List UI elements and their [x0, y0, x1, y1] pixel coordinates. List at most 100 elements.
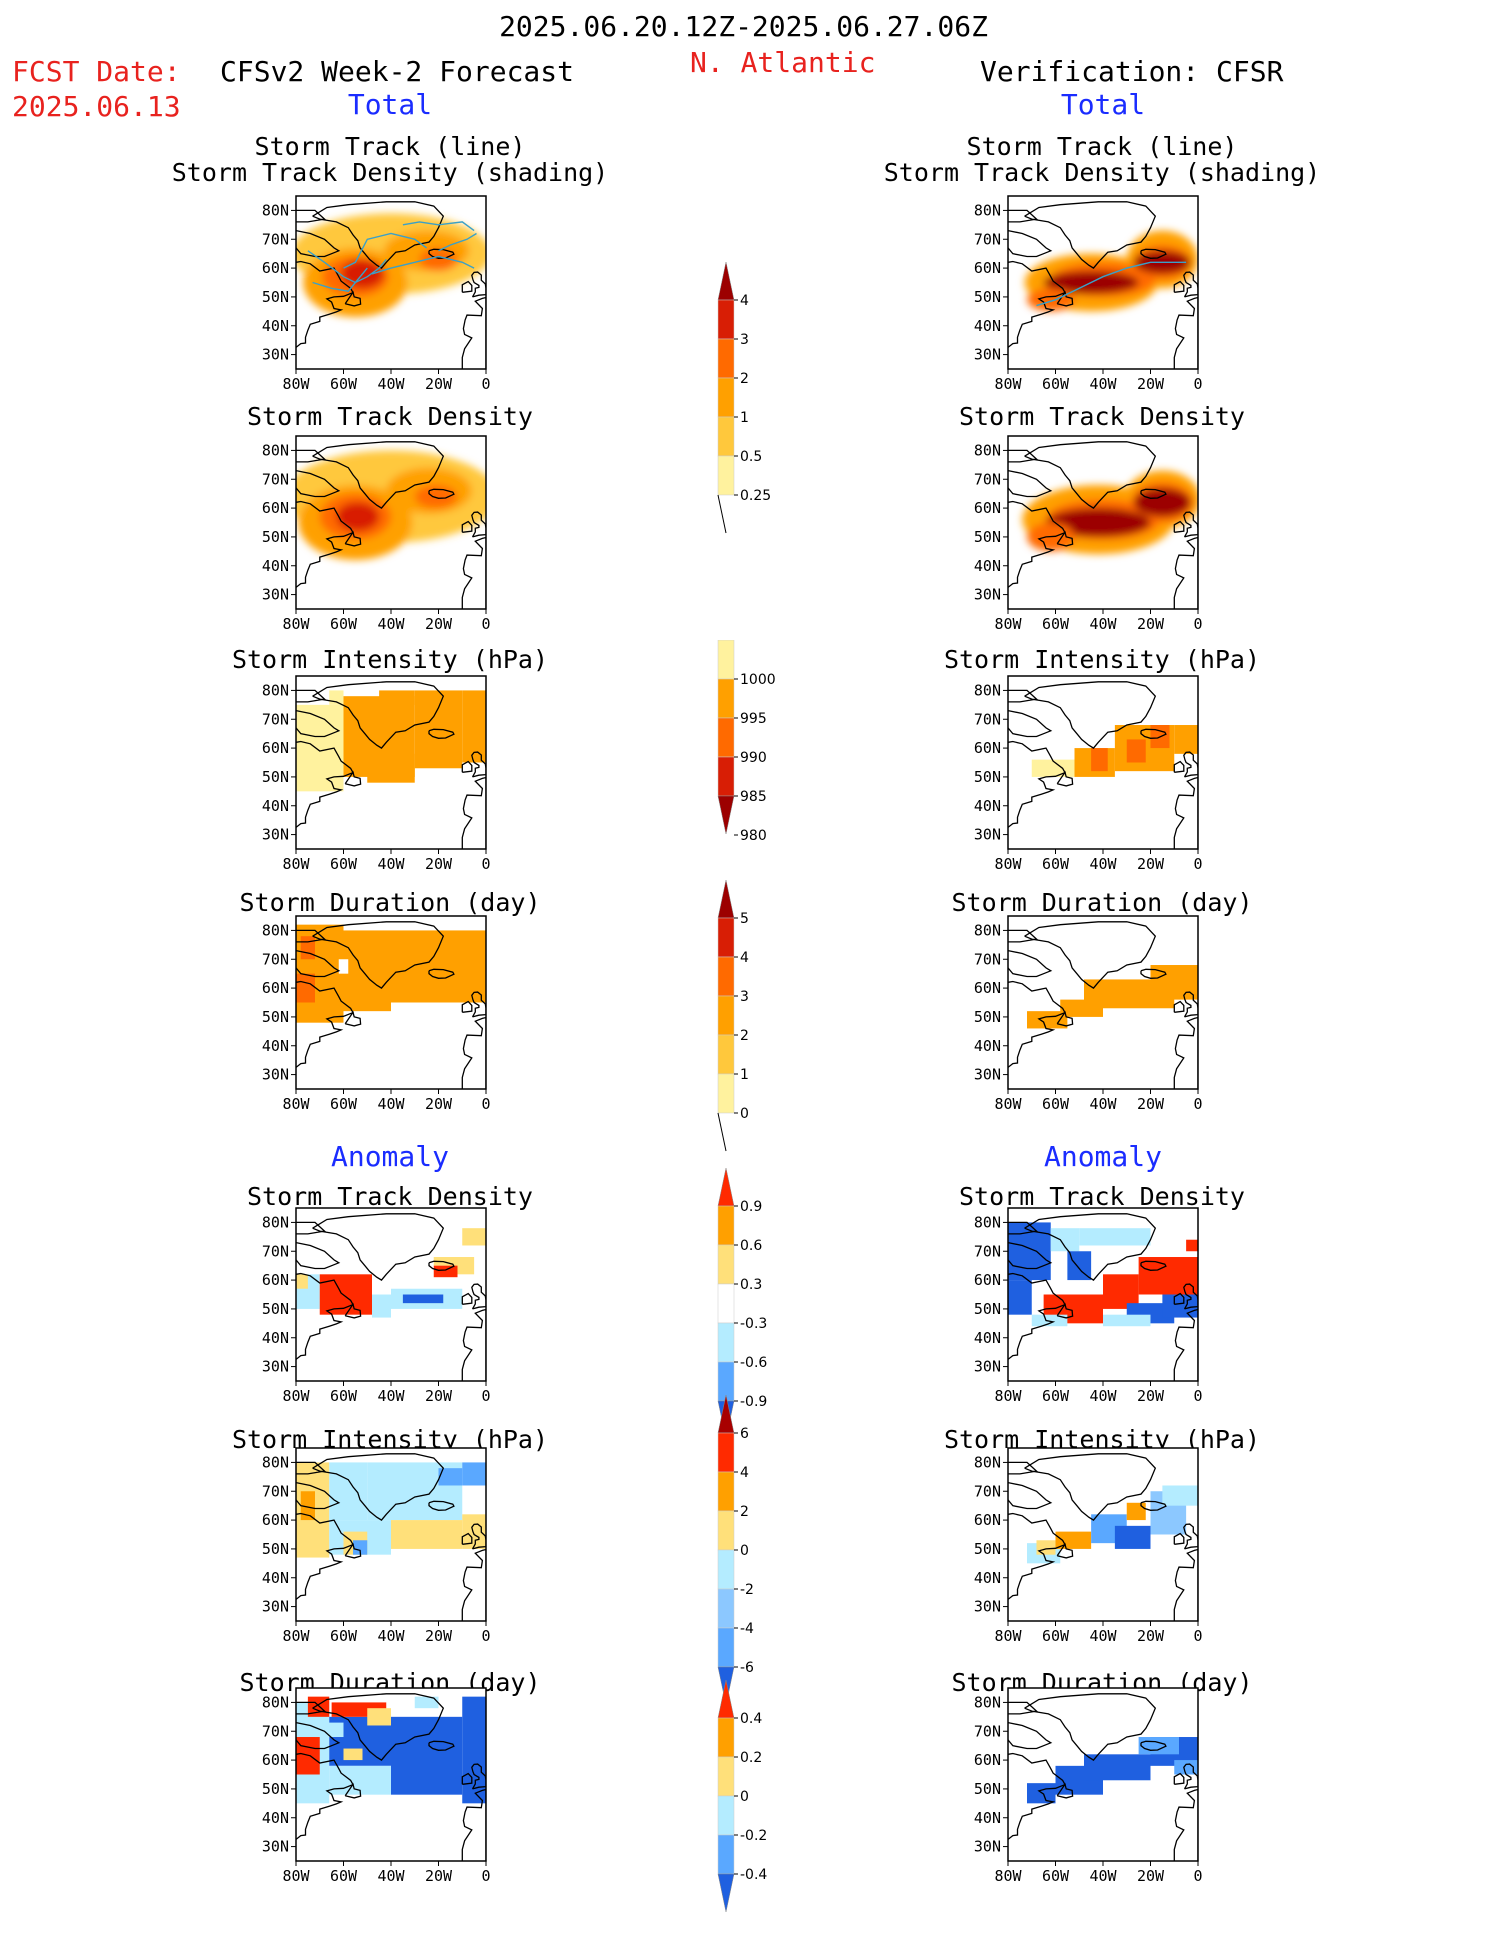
colorbar-label: 4 [740, 950, 749, 966]
lon-tick-label: 20W [425, 375, 453, 393]
left-track-map-svg: 80N 70N 60N 50N 40N 30N 80W 60W 40W 20W 0 [262, 195, 491, 393]
coastline [471, 751, 486, 778]
right-anom-duration-map: 80N 70N 60N 50N 40N 30N 80W 60W 40W 20W 0 [974, 1687, 1203, 1885]
grid-cell [1162, 1485, 1198, 1506]
left-track-density-shading-title: Storm Track Density (shading) [171, 158, 609, 187]
colorbar-segment [717, 1756, 735, 1797]
lat-tick-label: 70N [974, 230, 1001, 248]
grid-cell [343, 1748, 363, 1761]
lon-tick-label: 20W [425, 1387, 453, 1405]
coastline [344, 1542, 362, 1559]
lon-tick-label: 40W [1089, 1095, 1117, 1113]
lon-tick-label: 20W [1137, 1867, 1165, 1885]
coastline [471, 1523, 486, 1550]
grid-cell [1008, 1280, 1032, 1315]
colorbar-segment [717, 995, 735, 1036]
colorbar-segment [717, 756, 735, 797]
lat-tick-label: 60N [974, 1271, 1001, 1289]
lon-tick-label: 0 [481, 1627, 490, 1645]
coastline [461, 1532, 473, 1545]
grid-cell [338, 959, 349, 974]
storm-track-line [371, 255, 475, 275]
coastline [1140, 488, 1167, 499]
lon-tick-label: 60W [1042, 855, 1070, 873]
coastline [1173, 280, 1185, 293]
storm-track-line [312, 267, 368, 292]
lat-tick-label: 70N [262, 470, 289, 488]
right-anom-density-map: 80N 70N 60N 50N 40N 30N 80W 60W 40W 20W 0 [974, 1207, 1203, 1405]
colorbar-label: -0.9 [740, 1394, 767, 1410]
colorbar-label: 995 [740, 711, 767, 727]
lon-tick-label: 0 [1193, 1095, 1202, 1113]
grid-cell [391, 930, 439, 1003]
lon-tick-label: 60W [1042, 1387, 1070, 1405]
colorbar-intensity_anom: 6 4 2 0 -2 -4 -6 [710, 1394, 790, 1749]
lon-tick-label: 40W [1089, 1387, 1117, 1405]
lat-tick-label: 40N [974, 1809, 1001, 1827]
coastline [1008, 1461, 1038, 1475]
colorbar-segment [717, 1588, 735, 1629]
lat-tick-label: 70N [262, 950, 289, 968]
coastline [1183, 1763, 1198, 1790]
lon-tick-label: 40W [1089, 615, 1117, 633]
lon-tick-label: 0 [481, 855, 490, 873]
lat-tick-label: 70N [974, 1242, 1001, 1260]
lat-tick-label: 50N [974, 1540, 1001, 1558]
lon-tick-label: 40W [377, 1627, 405, 1645]
lon-tick-label: 20W [425, 1627, 453, 1645]
lon-tick-label: 20W [425, 1867, 453, 1885]
grid-cell [300, 1491, 315, 1521]
grid-cell [1031, 759, 1075, 777]
coastline [1140, 1260, 1167, 1271]
coastline [471, 991, 486, 1018]
colorbar-segment [717, 377, 735, 418]
coastline [1183, 991, 1198, 1018]
coastline [461, 1548, 486, 1621]
left-intensity-title: Storm Intensity (hPa) [231, 645, 549, 674]
lat-tick-label: 40N [974, 1329, 1001, 1347]
lon-tick-label: 20W [1137, 1095, 1165, 1113]
colorbar-segment [717, 1167, 735, 1207]
density-shading [1046, 508, 1151, 537]
right-intensity-title: Storm Intensity (hPa) [943, 645, 1261, 674]
coastline [461, 296, 486, 369]
colorbar-segment [717, 1549, 735, 1590]
lat-tick-label: 80N [974, 1213, 1001, 1231]
left-total-label: Total [347, 88, 433, 121]
coastline [1008, 1721, 1053, 1750]
lat-tick-label: 70N [974, 470, 1001, 488]
lat-tick-label: 60N [262, 979, 289, 997]
colorbar-label: 3 [740, 332, 749, 348]
lat-tick-label: 40N [974, 797, 1001, 815]
lon-tick-label: 40W [1089, 1627, 1117, 1645]
grid-cell [462, 1228, 486, 1246]
coastline [461, 1292, 473, 1305]
grid-cell [433, 1265, 458, 1278]
coastline [312, 1453, 445, 1521]
left-intensity-map: 80N 70N 60N 50N 40N 30N 80W 60W 40W 20W 0 [262, 675, 491, 873]
lon-tick-label: 80W [994, 1387, 1022, 1405]
lat-tick-label: 40N [262, 1329, 289, 1347]
coastline [296, 740, 354, 828]
grid-cell [1138, 1257, 1198, 1295]
coastline [312, 681, 445, 749]
coastline [296, 1721, 341, 1750]
coastline [1024, 921, 1157, 989]
coastline [471, 271, 486, 298]
colorbar-segment [717, 1627, 735, 1668]
colorbar-segment [717, 1679, 735, 1719]
coastline [296, 449, 326, 463]
lat-tick-label: 80N [974, 441, 1001, 459]
left-anom-density-map: 80N 70N 60N 50N 40N 30N 80W 60W 40W 20W 0 [262, 1207, 491, 1405]
coastline [428, 1740, 455, 1751]
colorbar-label: 0 [740, 1789, 749, 1805]
coastline [1173, 1788, 1198, 1861]
coastline [296, 209, 326, 223]
coastline [1024, 1693, 1157, 1761]
lat-tick-label: 30N [974, 1598, 1001, 1616]
grid-cell [1162, 1294, 1198, 1318]
coastline [1056, 530, 1074, 547]
coastline [344, 1302, 362, 1319]
left-anomaly-label: Anomaly [330, 1140, 449, 1173]
lat-tick-label: 80N [262, 441, 289, 459]
